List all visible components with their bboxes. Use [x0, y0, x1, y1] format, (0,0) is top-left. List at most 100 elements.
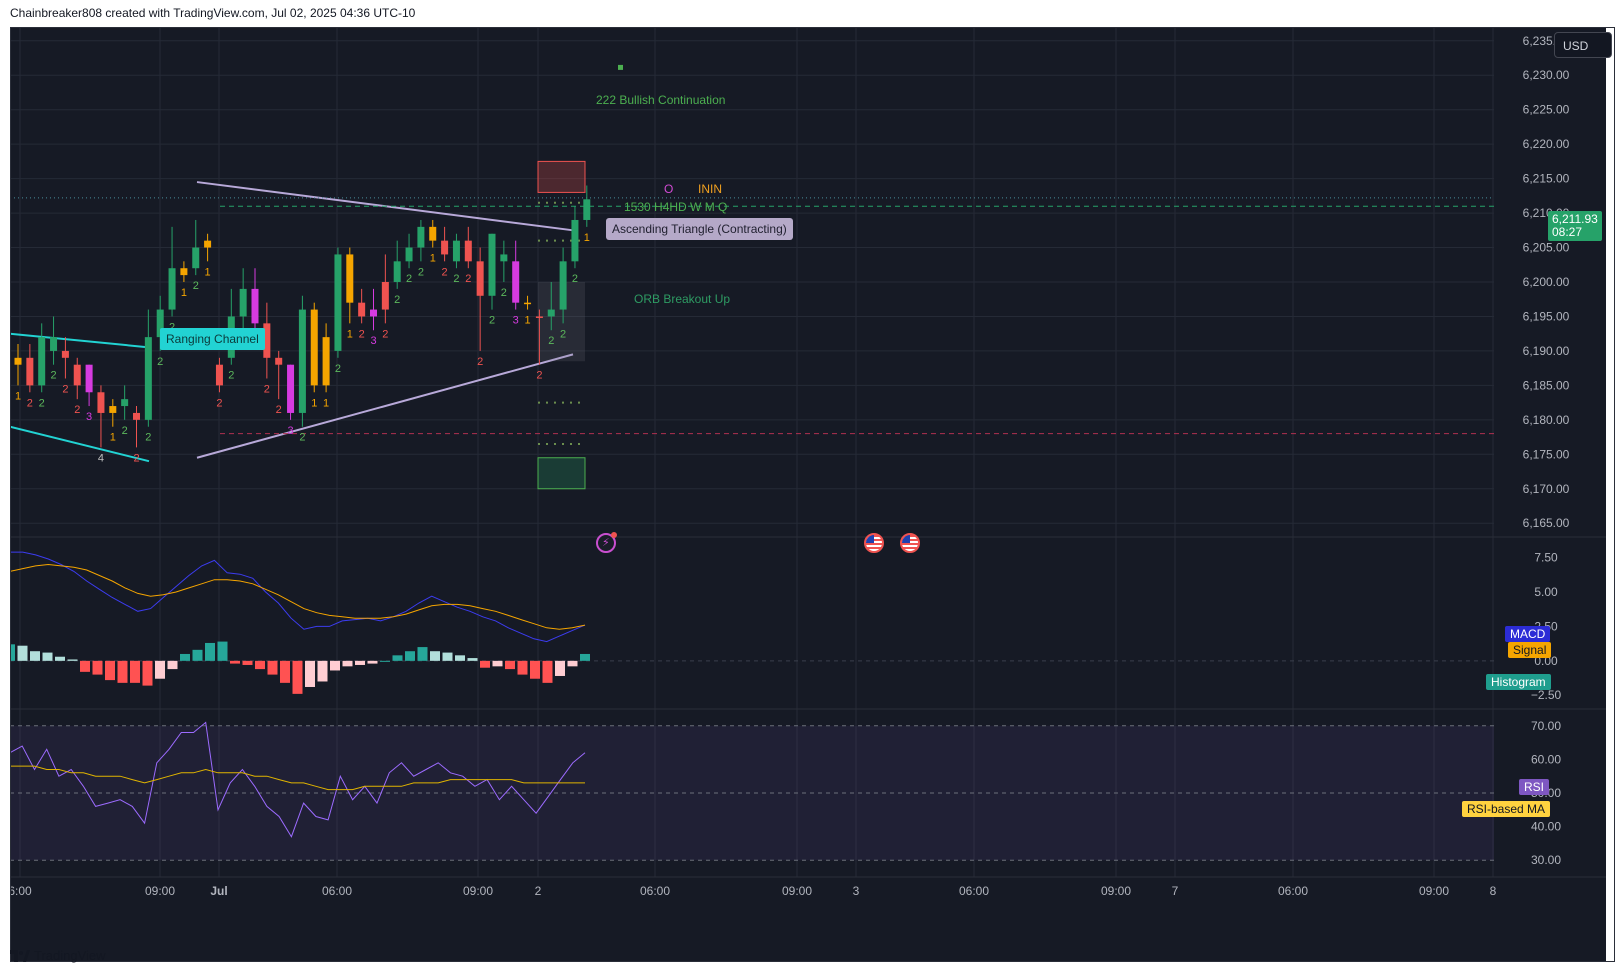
- bar-count-label: 4: [98, 452, 104, 464]
- macd-histogram-bar: [205, 642, 215, 661]
- macd-histogram-bar: [10, 644, 15, 661]
- bar-count-label: 1: [311, 397, 317, 409]
- candle-body: [263, 323, 271, 358]
- macd-histogram-bar: [280, 660, 290, 683]
- candle-body: [26, 357, 34, 386]
- macd-tick-label: −2.50: [1531, 688, 1562, 702]
- signal-line: [10, 563, 586, 630]
- macd-histogram-bar: [92, 660, 103, 675]
- bar-count-label: 2: [133, 452, 139, 464]
- candle-body: [535, 316, 543, 318]
- macd-histogram-bar: [492, 660, 503, 667]
- time-tick-label: 09:00: [1101, 884, 1131, 898]
- macd-histogram-bar: [167, 660, 178, 670]
- rsi-ma-legend-tag: RSI-based MA: [1462, 801, 1551, 817]
- time-tick-label: 6:00: [10, 884, 32, 898]
- candle-body: [417, 226, 425, 248]
- bar-count-label: 2: [560, 328, 566, 340]
- price-tick-label: 6,180.00: [1523, 413, 1570, 427]
- time-tick-label: 2: [535, 884, 542, 898]
- chart-canvas[interactable]: 1222223412222212122232232112123222212222…: [10, 27, 1606, 962]
- candle-body: [204, 240, 212, 248]
- ranging-channel-label[interactable]: Ranging Channel: [160, 328, 265, 350]
- bar-count-label: 2: [382, 328, 388, 340]
- candle-body: [14, 357, 22, 365]
- bar-count-label: 2: [122, 425, 128, 437]
- macd-histogram-bar: [80, 660, 90, 672]
- candle-body: [500, 254, 508, 262]
- bar-count-label: 2: [50, 370, 56, 382]
- rsi-tick-label: 40.00: [1531, 820, 1561, 834]
- macd-histogram-bar: [442, 652, 453, 661]
- candle-body: [452, 240, 460, 262]
- candle-body: [547, 309, 555, 317]
- macd-histogram-bar: [180, 653, 190, 661]
- last-price-tag: 6,211.93 08:27: [1548, 211, 1602, 241]
- macd-histogram-bar: [342, 660, 353, 667]
- time-tick-label: 3: [853, 884, 860, 898]
- signal-legend-tag: Signal: [1508, 642, 1552, 658]
- candle-body: [109, 406, 117, 413]
- macd-histogram-bar: [305, 660, 315, 687]
- macd-histogram-bar: [542, 660, 553, 683]
- rsi-pane: [10, 721, 1494, 861]
- candle-body: [583, 199, 591, 220]
- bar-count-label: 1: [181, 287, 187, 299]
- orb-breakout-label: ORB Breakout Up: [634, 292, 731, 306]
- us-flag-icon[interactable]: [900, 533, 920, 553]
- bar-countdown: 08:27: [1552, 225, 1583, 239]
- candle-body: [251, 288, 259, 324]
- footer-brand: TradingView: [10, 948, 106, 963]
- macd-histogram-bar: [405, 651, 415, 661]
- chart-grid: [10, 27, 1606, 878]
- macd-histogram-bar: [67, 659, 78, 661]
- price-tick-label: 6,220.00: [1523, 137, 1570, 151]
- bar-count-label: 2: [394, 294, 400, 306]
- bar-count-label: 2: [418, 266, 424, 278]
- o-marker-label: O: [664, 182, 674, 196]
- price-tick-label: 6,215.00: [1523, 172, 1570, 186]
- bar-count-label: 3: [86, 411, 92, 423]
- bar-count-label: 2: [548, 335, 554, 347]
- candle-body: [133, 412, 140, 420]
- time-tick-label: 06:00: [959, 884, 989, 898]
- lightning-icon[interactable]: ⚡: [596, 532, 617, 553]
- currency-selector[interactable]: USD: [1554, 32, 1612, 58]
- macd-histogram-bar: [380, 660, 390, 662]
- candle-body: [239, 288, 247, 317]
- bar-count-label: 2: [572, 273, 578, 285]
- last-price-value: 6,211.93: [1552, 212, 1598, 226]
- macd-histogram-bar: [55, 656, 65, 661]
- macd-histogram-bar: [17, 645, 28, 661]
- us-flag-icon[interactable]: [864, 533, 884, 553]
- macd-histogram-bar: [217, 641, 228, 661]
- bar-count-label: 1: [430, 253, 436, 265]
- bar-count-label: 2: [145, 432, 151, 444]
- bullish-222-marker: [618, 64, 623, 70]
- price-tick-label: 6,175.00: [1523, 447, 1570, 461]
- rsi-legend-tag: RSI: [1519, 779, 1550, 795]
- rsi-band: [10, 725, 1494, 861]
- bar-count-label: 1: [524, 315, 530, 327]
- macd-tick-label: 5.00: [1534, 585, 1558, 599]
- time-tick-label: 06:00: [322, 884, 352, 898]
- ascending-triangle-label[interactable]: Ascending Triangle (Contracting): [606, 218, 793, 240]
- bar-count-label: 2: [169, 321, 175, 333]
- candle-body: [441, 240, 449, 255]
- bar-count-label: 1: [110, 432, 116, 444]
- bar-count-label: 2: [27, 397, 33, 409]
- chart-attribution: Chainbreaker808 created with TradingView…: [10, 6, 416, 20]
- bar-count-label: 2: [62, 383, 68, 395]
- bar-count-label: 2: [264, 383, 270, 395]
- candle-body: [464, 240, 472, 262]
- macd-histogram-bar: [117, 660, 128, 683]
- channel-line-lower: [10, 425, 150, 463]
- bar-count-label: 2: [501, 287, 507, 299]
- candle-body: [381, 282, 389, 310]
- candle-body: [310, 309, 318, 386]
- macd-histogram-bar: [330, 660, 340, 671]
- bar-count-label: 3: [370, 335, 376, 347]
- macd-histogram-bar: [367, 660, 378, 664]
- candle-body: [121, 399, 129, 407]
- macd-histogram-bar: [292, 660, 303, 694]
